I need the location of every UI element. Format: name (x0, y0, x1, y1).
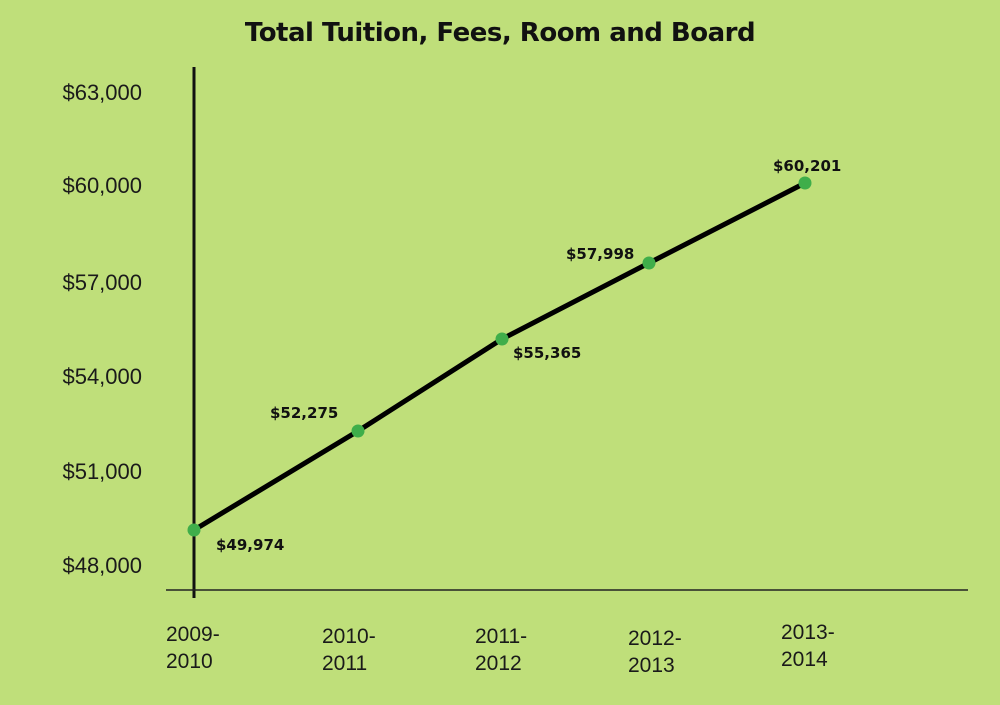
data-point-marker (642, 256, 656, 270)
data-point-marker (351, 424, 365, 438)
data-label: $57,998 (566, 245, 635, 263)
y-tick-label: $57,000 (62, 270, 142, 295)
x-tick-label: 2009- 2010 (166, 623, 220, 673)
y-tick-label: $48,000 (62, 553, 142, 578)
y-tick-label: $51,000 (62, 459, 142, 484)
data-point-marker (495, 332, 509, 346)
data-label: $55,365 (513, 344, 582, 362)
data-label: $52,275 (270, 404, 339, 422)
data-line (192, 180, 807, 533)
data-label: $60,201 (773, 157, 842, 175)
y-tick-label: $54,000 (62, 364, 142, 389)
y-tick-label: $63,000 (62, 80, 142, 105)
x-tick-label: 2013- 2014 (781, 621, 835, 671)
data-point-marker (798, 176, 812, 190)
x-tick-label: 2011- 2012 (475, 625, 528, 675)
chart-title: Total Tuition, Fees, Room and Board (244, 18, 756, 48)
x-tick-label: 2010- 2011 (322, 625, 376, 675)
x-tick-label: 2012- 2013 (628, 627, 682, 677)
data-label: $49,974 (216, 536, 285, 554)
data-point-marker (187, 523, 201, 537)
y-tick-label: $60,000 (62, 173, 142, 198)
